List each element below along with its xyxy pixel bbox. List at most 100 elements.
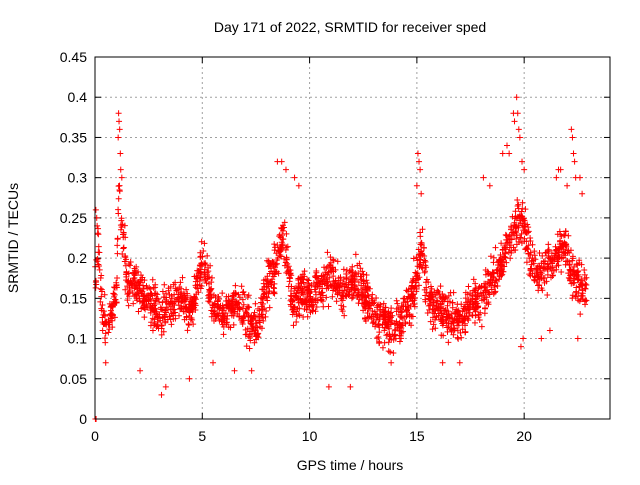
data-point: [427, 296, 434, 303]
data-point: [196, 278, 203, 285]
data-point: [457, 329, 464, 336]
data-point: [327, 266, 334, 273]
data-point: [410, 255, 417, 262]
data-point: [516, 212, 523, 219]
data-point: [476, 317, 483, 324]
data-point: [542, 250, 549, 257]
data-point: [528, 258, 535, 265]
data-point-notable: [210, 359, 217, 366]
data-point: [357, 265, 364, 272]
data-point: [276, 233, 283, 240]
data-point: [387, 349, 394, 356]
data-point: [519, 205, 526, 212]
data-point-notable: [347, 383, 354, 390]
data-point: [489, 279, 496, 286]
data-point: [408, 290, 415, 297]
data-point: [238, 283, 245, 290]
data-point: [139, 297, 146, 304]
data-point-notable: [553, 174, 560, 181]
data-point: [474, 304, 481, 311]
data-point: [471, 319, 478, 326]
data-point: [249, 325, 256, 332]
data-point: [400, 295, 407, 302]
data-point: [572, 293, 579, 300]
x-tick-label: 10: [302, 428, 318, 444]
data-point: [126, 288, 133, 295]
data-point: [177, 305, 184, 312]
data-point: [111, 284, 118, 291]
data-point: [189, 296, 196, 303]
data-point: [360, 307, 367, 314]
data-point-notable: [569, 134, 576, 141]
data-point: [582, 285, 589, 292]
data-point: [334, 258, 341, 265]
data-point: [381, 339, 388, 346]
data-point: [569, 292, 576, 299]
data-point: [449, 299, 456, 306]
plot-frame: [94, 56, 611, 420]
data-point: [252, 320, 259, 327]
data-point: [491, 283, 498, 290]
data-point: [550, 267, 557, 274]
data-point: [208, 285, 215, 292]
data-point: [475, 311, 482, 318]
data-point: [544, 271, 551, 278]
data-point: [502, 246, 509, 253]
data-point: [463, 310, 470, 317]
data-point-notable: [278, 158, 285, 165]
data-point: [110, 300, 117, 307]
y-tick-label: 0.2: [68, 250, 88, 266]
data-point: [487, 272, 494, 279]
data-point: [437, 283, 444, 290]
data-point: [340, 276, 347, 283]
y-axis-title: SRMTID / TECUs: [5, 183, 21, 293]
data-point: [221, 315, 228, 322]
data-point: [101, 335, 108, 342]
data-point-notable: [158, 391, 165, 398]
data-point: [414, 257, 421, 264]
data-point: [433, 289, 440, 296]
data-point-notable: [416, 158, 423, 165]
data-point: [252, 327, 259, 334]
data-point-notable: [115, 110, 122, 117]
data-point: [421, 269, 428, 276]
data-point-notable: [557, 166, 564, 173]
y-tick-label: 0.1: [68, 331, 88, 347]
y-tick-label: 0.05: [60, 371, 87, 387]
data-point: [470, 276, 477, 283]
data-point: [197, 285, 204, 292]
data-point: [547, 265, 554, 272]
data-point: [323, 285, 330, 292]
data-point: [263, 307, 270, 314]
data-point: [313, 279, 320, 286]
data-point: [386, 325, 393, 332]
data-point: [339, 287, 346, 294]
data-point: [163, 296, 170, 303]
data-point: [440, 310, 447, 317]
data-point: [439, 290, 446, 297]
data-point: [302, 298, 309, 305]
data-point: [396, 338, 403, 345]
data-point: [362, 318, 369, 325]
data-point: [273, 260, 280, 267]
data-point-notable: [571, 158, 578, 165]
data-point: [464, 303, 471, 310]
data-point: [450, 289, 457, 296]
data-point: [232, 290, 239, 297]
data-point: [320, 277, 327, 284]
data-point: [364, 310, 371, 317]
data-point: [574, 276, 581, 283]
data-point: [365, 314, 372, 321]
data-point: [270, 284, 277, 291]
data-point: [375, 322, 382, 329]
data-point: [531, 273, 538, 280]
data-point: [167, 283, 174, 290]
data-point: [338, 306, 345, 313]
data-point: [338, 282, 345, 289]
data-point: [223, 301, 230, 308]
data-point: [125, 290, 132, 297]
data-point: [240, 288, 247, 295]
data-point: [94, 230, 101, 237]
data-point: [293, 289, 300, 296]
